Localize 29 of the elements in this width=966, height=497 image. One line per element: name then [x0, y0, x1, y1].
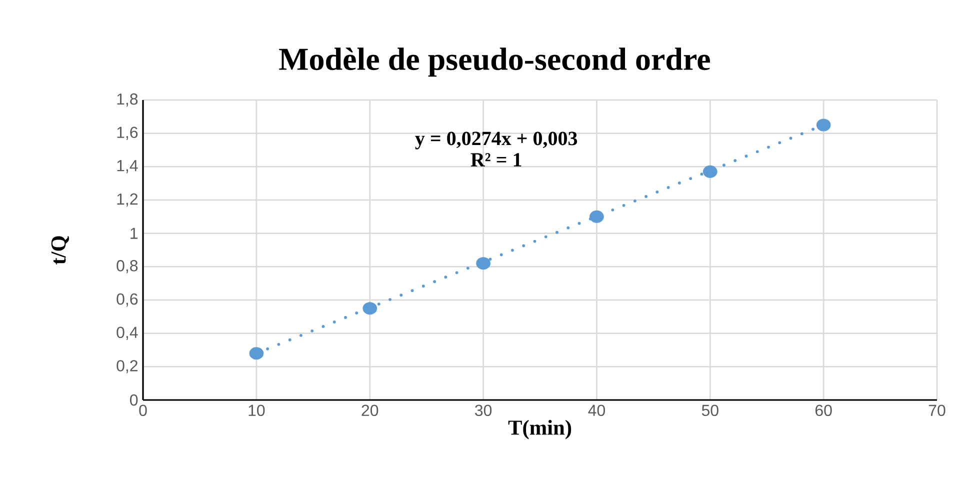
y-axis-title: t/Q: [51, 236, 69, 264]
y-tick-label: 1,2: [117, 193, 138, 207]
y-tick-label: 1: [130, 228, 138, 239]
y-tick-label: 1,8: [117, 93, 138, 107]
x-axis-title: T(min): [508, 420, 572, 440]
chart-title: Modèle de pseudo-second ordre: [279, 48, 710, 77]
point: [476, 257, 490, 270]
x-tick-label: 30: [475, 404, 492, 416]
x-tick-label: 70: [928, 404, 946, 416]
point: [590, 210, 604, 223]
y-tick-label: 1,6: [117, 126, 138, 140]
point: [249, 347, 264, 360]
point: [362, 302, 378, 315]
x-tick-label: 20: [362, 404, 378, 416]
annotation: y = 0,0274x + 0,003: [415, 132, 578, 150]
y-tick-label: 1,4: [117, 160, 138, 174]
annotation: R² = 1: [470, 153, 522, 166]
point: [816, 118, 831, 132]
y-tick-label: 0,4: [116, 326, 138, 340]
y-tick-label: 0,2: [116, 360, 138, 374]
x-tick-label: 10: [248, 404, 265, 416]
y-tick-label: 0: [130, 394, 138, 406]
point: [702, 165, 718, 178]
x-tick-label: 0: [139, 404, 147, 416]
x-tick-label: 40: [588, 404, 605, 416]
x-tick-label: 50: [702, 404, 718, 416]
y-tick-label: 0,8: [116, 260, 138, 274]
x-tick-label: 60: [815, 404, 832, 416]
y-tick-label: 0,6: [116, 293, 138, 307]
